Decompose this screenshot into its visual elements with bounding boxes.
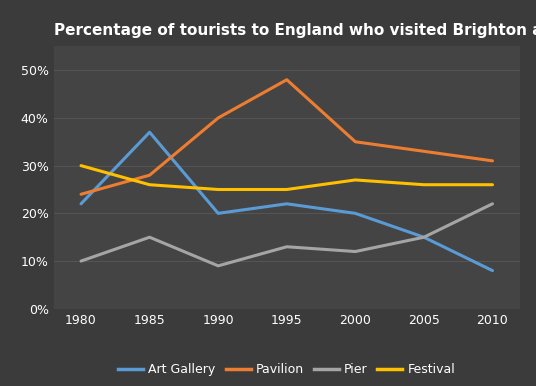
Text: Percentage of tourists to England who visited Brighton attractions: Percentage of tourists to England who vi… — [54, 23, 536, 38]
Legend: Art Gallery, Pavilion, Pier, Festival: Art Gallery, Pavilion, Pier, Festival — [114, 358, 460, 381]
